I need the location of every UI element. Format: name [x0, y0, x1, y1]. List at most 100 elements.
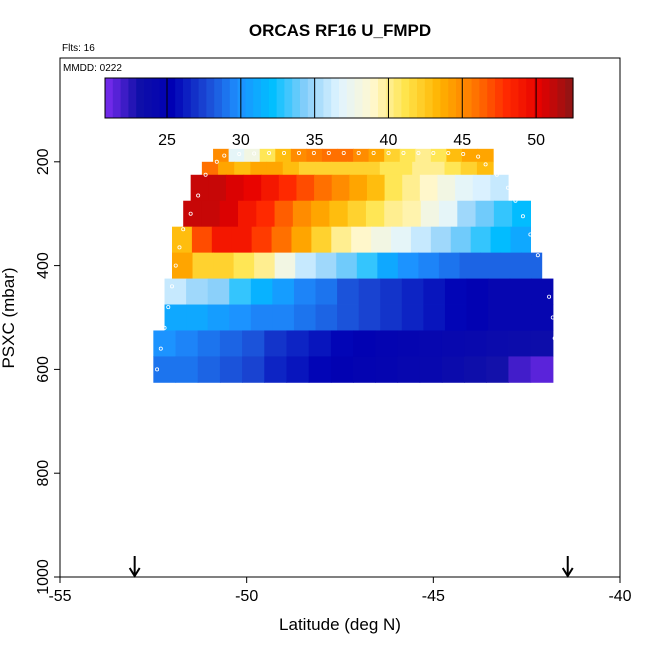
heatmap-cell [337, 148, 354, 163]
heatmap-cell [201, 200, 221, 228]
colorbar-swatch [151, 78, 161, 118]
colorbar: 25 30 35 40 45 50 [104, 77, 574, 149]
track-point [237, 152, 242, 157]
heatmap-cell [401, 278, 424, 305]
colorbar-swatch [159, 78, 168, 118]
heatmap-cell [311, 200, 330, 228]
heatmap-cell [331, 174, 350, 202]
y-axis: 200 400 600 800 1000 [35, 148, 60, 595]
colorbar-swatch [495, 78, 504, 118]
heatmap-cell [153, 356, 177, 383]
heatmap-cell [244, 148, 261, 163]
colorbar-swatch [315, 78, 324, 118]
heatmap-cell [234, 161, 251, 176]
heatmap-cell [347, 200, 367, 228]
heatmap-cell [264, 356, 288, 383]
colorbar-swatch [175, 78, 184, 118]
colorbar-swatch [440, 78, 449, 118]
heatmap-cell [211, 226, 233, 254]
colorbar-swatch [424, 78, 434, 118]
heatmap-cell [423, 278, 446, 305]
colorbar-swatch [276, 78, 285, 118]
heatmap-cell [460, 161, 478, 176]
heatmap-cell [450, 226, 472, 254]
heatmap-cell [356, 252, 378, 279]
colorbar-swatch [206, 78, 215, 118]
heatmap-cell [380, 278, 403, 305]
heatmap-cell [337, 304, 360, 331]
heatmap-cell [337, 278, 360, 305]
y-tick-label: 200 [35, 148, 52, 175]
colorbar-swatch [284, 78, 293, 118]
heatmap-cell [292, 200, 312, 228]
track-point [416, 150, 421, 155]
x-tick-label: -40 [608, 588, 631, 605]
heatmap-cell [470, 226, 492, 254]
track-point [181, 227, 186, 232]
heatmap-cell [391, 226, 412, 254]
heatmap-cell [488, 304, 511, 331]
colorbar-swatch [323, 78, 332, 118]
heatmap-cell [353, 356, 376, 383]
heatmap-cell [419, 330, 443, 357]
heatmap-cell [521, 252, 543, 279]
x-tick-label: -50 [235, 588, 258, 605]
colorbar-swatch [432, 78, 441, 118]
heatmap-cell [490, 226, 512, 254]
heatmap-cell [233, 252, 255, 279]
heatmap-cell [399, 148, 416, 163]
heatmap-cell [295, 252, 317, 279]
colorbar-swatch [331, 78, 340, 118]
heatmap-cell [219, 356, 243, 383]
heatmap-cell [459, 252, 481, 279]
heatmap-cell [225, 174, 245, 202]
track-point [520, 214, 525, 219]
colorbar-swatch [292, 78, 301, 118]
colorbar-swatch [300, 78, 309, 118]
track-point [341, 150, 346, 155]
track-point [505, 185, 510, 190]
colorbar-swatch [214, 78, 223, 118]
colorbar-swatch [198, 78, 207, 118]
heatmap-cell [365, 200, 385, 228]
heatmap-cell [242, 330, 265, 357]
heatmap-cell [531, 304, 554, 331]
heatmap-cell [213, 252, 235, 279]
heatmap-cell [461, 148, 479, 163]
heatmap-cell [242, 356, 265, 383]
x-tick-label: -55 [48, 588, 71, 605]
heatmap-cell [500, 252, 522, 279]
heatmap-cell [508, 330, 532, 357]
colorbar-swatch [346, 78, 356, 118]
x-axis-label: Latitude (deg N) [279, 615, 401, 634]
heatmap-cell [397, 356, 421, 383]
heatmap-cell [293, 304, 317, 331]
colorbar-swatch [385, 78, 395, 118]
track-point [483, 162, 488, 167]
heatmap-cell [250, 161, 268, 176]
colorbar-swatch [409, 78, 418, 118]
heatmap-cell [371, 226, 392, 254]
flights-note: Flts: 16 [62, 43, 95, 54]
date-note: MMDD: 0222 [63, 63, 122, 74]
y-tick-label: 800 [35, 460, 52, 487]
colorbar-swatch [167, 78, 176, 118]
colorbar-swatch [417, 78, 426, 118]
heatmap-cell [229, 278, 252, 305]
heatmap-cell [293, 278, 317, 305]
heatmap-cell [298, 161, 316, 176]
heatmap-cell [274, 252, 296, 279]
track-point [550, 315, 555, 320]
heatmap-cell [493, 200, 513, 228]
colorbar-swatch [393, 78, 402, 118]
heatmap-cell [172, 252, 194, 279]
colorbar-swatch [370, 78, 379, 118]
colorbar-tick-label: 50 [527, 132, 545, 149]
track-point [196, 193, 201, 198]
heatmap-cell [282, 161, 300, 176]
heatmap-cell [423, 304, 446, 331]
heatmap-cell [197, 356, 221, 383]
heatmap-cell [175, 330, 199, 357]
heatmap-cell [410, 226, 432, 254]
